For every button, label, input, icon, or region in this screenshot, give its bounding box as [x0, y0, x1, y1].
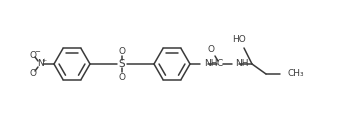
Text: NH: NH: [204, 60, 218, 68]
Text: O: O: [207, 45, 214, 54]
Text: O: O: [119, 46, 126, 55]
Text: N: N: [37, 59, 43, 68]
Text: S: S: [119, 59, 125, 69]
Text: HO: HO: [232, 36, 246, 44]
Text: NH: NH: [235, 60, 249, 68]
Text: O: O: [30, 51, 37, 60]
Text: +: +: [41, 59, 46, 64]
Text: O: O: [30, 68, 37, 77]
Text: CH₃: CH₃: [287, 69, 304, 78]
Text: −: −: [34, 49, 40, 54]
Text: C: C: [217, 60, 223, 68]
Text: O: O: [119, 73, 126, 82]
